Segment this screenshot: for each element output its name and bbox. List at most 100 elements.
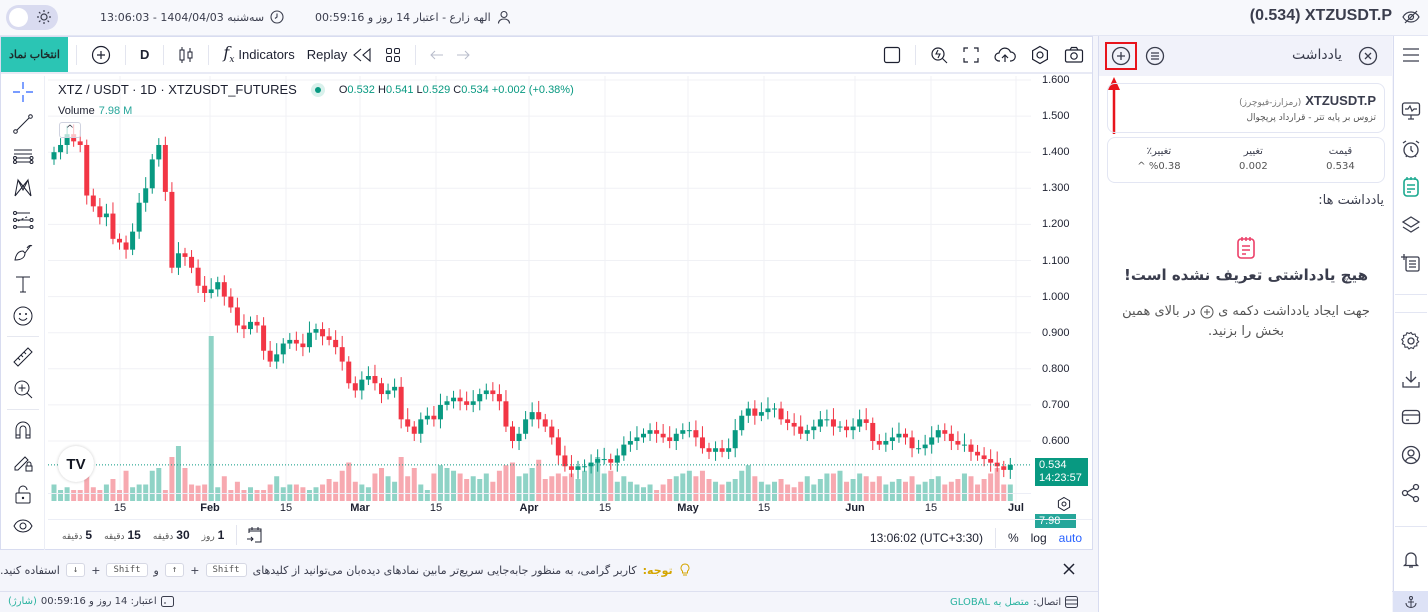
plus-circle-icon bbox=[91, 45, 111, 65]
quick-search-icon[interactable] bbox=[930, 46, 948, 64]
notes-list-button[interactable] bbox=[1145, 46, 1165, 66]
text-tool[interactable] bbox=[1, 268, 45, 300]
time-tick: Jun bbox=[845, 502, 865, 514]
price-tick: 1.500 bbox=[1042, 110, 1070, 123]
time-axis[interactable]: 15 Feb 15 Mar 15 Apr 15 May 15 Jun 15 Jul bbox=[48, 493, 1031, 519]
rewind-icon bbox=[351, 47, 373, 63]
indicators-button[interactable]: fx Indicators bbox=[217, 37, 300, 72]
range-15m[interactable]: 15دقیقه bbox=[104, 528, 141, 542]
chart-type-button[interactable] bbox=[172, 37, 200, 72]
sidebar-item-share[interactable] bbox=[1394, 474, 1428, 512]
zoom-in-icon bbox=[12, 378, 34, 400]
sidebar-item-notes[interactable] bbox=[1394, 168, 1428, 206]
user-info[interactable]: الهه زارع - اعتبار 14 روز و 00:59:16 bbox=[315, 10, 511, 24]
sidebar-item-wallet[interactable] bbox=[1394, 398, 1428, 436]
replay-button[interactable]: Replay bbox=[301, 37, 379, 72]
datetime: سه‌شنبه 1404/04/03 - 13:06:03 bbox=[100, 10, 284, 24]
price-tick: 1.600 bbox=[1042, 74, 1070, 86]
cloud-upload-icon[interactable] bbox=[994, 46, 1016, 64]
lock-tool[interactable] bbox=[1, 478, 45, 510]
zoom-tool[interactable] bbox=[1, 373, 45, 405]
smiley-icon bbox=[12, 305, 34, 327]
measure-tool[interactable] bbox=[1, 341, 45, 373]
sidebar-item-notifications[interactable] bbox=[1394, 540, 1428, 578]
sidebar-item-download[interactable] bbox=[1394, 360, 1428, 398]
layers-icon bbox=[1401, 216, 1421, 234]
anchor-icon bbox=[1404, 595, 1418, 609]
price-tick: 1.000 bbox=[1042, 290, 1070, 303]
symbol-name: XTZUSDT.P bbox=[1305, 93, 1376, 108]
trend-line-icon bbox=[12, 113, 34, 135]
range-30m[interactable]: 30دقیقه bbox=[152, 528, 190, 542]
grid-layout-icon bbox=[385, 47, 401, 63]
crosshair-tool[interactable] bbox=[1, 76, 45, 108]
price-tick: 0.800 bbox=[1042, 362, 1070, 375]
sidebar-item-add-list[interactable] bbox=[1394, 244, 1428, 282]
eye-off-icon[interactable] bbox=[1402, 9, 1420, 25]
collapse-legend-button[interactable]: ^ bbox=[59, 122, 81, 138]
emoji-tool[interactable] bbox=[1, 300, 45, 332]
add-note-button[interactable] bbox=[1105, 42, 1137, 70]
bell-icon bbox=[1401, 549, 1421, 569]
redo-icon bbox=[456, 49, 470, 61]
brush-tool[interactable] bbox=[1, 236, 45, 268]
bottom-right-controls: 13:06:02 (UTC+3:30) % log auto bbox=[870, 528, 1082, 548]
compare-symbol-button[interactable] bbox=[85, 37, 117, 72]
symbol-card[interactable]: XTZUSDT.P(رمزارز-فیوچرز) تزوس بر پایه تت… bbox=[1107, 83, 1385, 133]
theme-toggle[interactable] bbox=[6, 5, 58, 30]
clock-timezone[interactable]: 13:06:02 (UTC+3:30) bbox=[869, 531, 983, 545]
undo-button[interactable] bbox=[424, 37, 450, 72]
trend-line-tool[interactable] bbox=[1, 108, 45, 140]
log-toggle[interactable]: log bbox=[1030, 531, 1047, 545]
expand-icon[interactable] bbox=[962, 46, 980, 64]
time-tick: 15 bbox=[924, 502, 938, 514]
price-tick: 0.900 bbox=[1042, 326, 1070, 339]
sidebar-item-watchlist[interactable] bbox=[1394, 92, 1428, 130]
connection-label: اتصال: bbox=[1033, 596, 1062, 608]
projection-tool[interactable] bbox=[1, 204, 45, 236]
fullscreen-box-icon[interactable] bbox=[883, 46, 901, 64]
symbol-type: (رمزارز-فیوچرز) bbox=[1239, 98, 1302, 108]
anchor-button[interactable] bbox=[1393, 591, 1428, 612]
sidebar-item-layers[interactable] bbox=[1394, 206, 1428, 244]
fib-tool[interactable] bbox=[1, 140, 45, 172]
axis-settings-icon[interactable] bbox=[1056, 496, 1072, 512]
time-tick: May bbox=[677, 502, 699, 514]
layout-button[interactable] bbox=[379, 37, 407, 72]
right-sidebar bbox=[1393, 36, 1428, 591]
candlestick-chart[interactable] bbox=[48, 76, 1031, 503]
percent-toggle[interactable]: % bbox=[1007, 531, 1019, 545]
tradingview-logo[interactable]: TV bbox=[58, 446, 94, 482]
toggle-knob bbox=[9, 8, 28, 27]
auto-toggle[interactable]: auto bbox=[1058, 531, 1082, 545]
close-notice-icon[interactable] bbox=[1062, 562, 1076, 576]
charge-link[interactable]: (شارژ) bbox=[8, 596, 37, 607]
menu-button[interactable] bbox=[1394, 36, 1428, 74]
credit-status: اعتبار: 14 روز و 00:59:16 (شارژ) bbox=[8, 596, 174, 607]
chart-pane[interactable]: XTZ / USDT · 1D · XTZUSDT_FUTURES O0.532… bbox=[48, 76, 1031, 503]
visibility-tool[interactable] bbox=[1, 510, 45, 542]
range-5m[interactable]: 5دقیقه bbox=[62, 528, 93, 542]
projection-icon bbox=[12, 209, 34, 231]
sidebar-item-settings[interactable] bbox=[1394, 322, 1428, 360]
price-axis[interactable]: 1.600 1.500 1.400 1.300 1.200 1.100 1.000 0.900… bbox=[1032, 74, 1092, 541]
settings-hex-icon[interactable] bbox=[1030, 45, 1050, 65]
sidebar-item-alerts[interactable] bbox=[1394, 130, 1428, 168]
sidebar-item-profile[interactable] bbox=[1394, 436, 1428, 474]
go-to-date-button[interactable] bbox=[246, 526, 264, 544]
time-tick: 15 bbox=[757, 502, 771, 514]
close-panel-button[interactable] bbox=[1358, 46, 1378, 66]
magnet-tool[interactable] bbox=[1, 414, 45, 446]
select-symbol-button[interactable]: انتخاب نماد bbox=[1, 37, 68, 72]
pattern-tool[interactable] bbox=[1, 172, 45, 204]
connection-value: متصل به GLOBAL bbox=[950, 596, 1030, 608]
pct-label: تغییر٪ bbox=[1146, 146, 1172, 157]
redo-button[interactable] bbox=[450, 37, 476, 72]
range-1d[interactable]: 1روز bbox=[201, 528, 225, 542]
close-circle-icon bbox=[1358, 46, 1378, 66]
key-up: ↑ bbox=[164, 563, 185, 577]
camera-icon[interactable] bbox=[1064, 46, 1084, 64]
lock-drawings-tool[interactable] bbox=[1, 446, 45, 478]
interval-button[interactable]: D bbox=[134, 37, 155, 72]
notice-label: توجه: bbox=[642, 563, 673, 577]
